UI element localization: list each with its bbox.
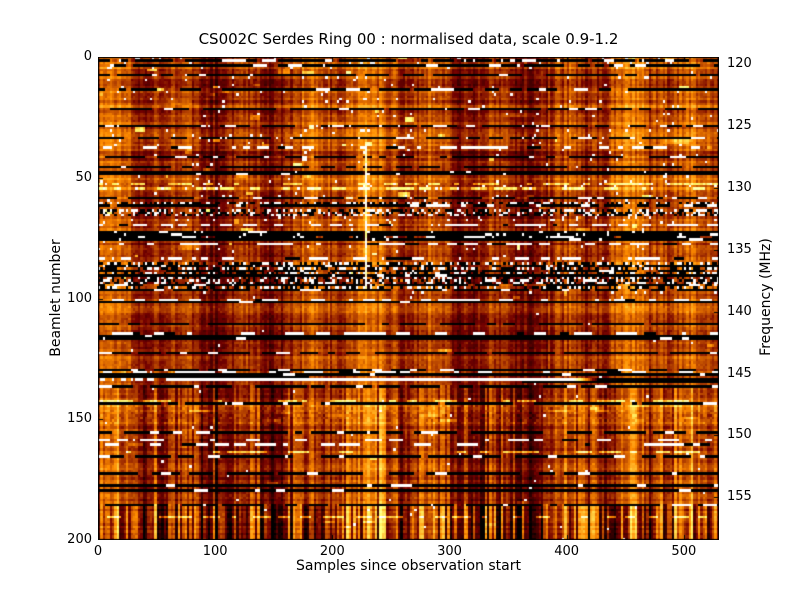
y-left-tick-label: 50 xyxy=(75,169,92,185)
y-left-tick-label: 100 xyxy=(67,290,92,306)
x-axis-label: Samples since observation start xyxy=(296,558,521,574)
heatmap-image xyxy=(98,57,719,540)
x-tick-label: 200 xyxy=(319,544,345,559)
y-axis-left-label: Beamlet number xyxy=(48,239,64,357)
y-right-tick-label: 145 xyxy=(727,365,752,381)
x-tick-label: 0 xyxy=(93,544,103,559)
y-right-tick-label: 125 xyxy=(727,118,752,134)
y-left-tick-label: 150 xyxy=(67,411,92,427)
y-right-tick-label: 140 xyxy=(727,303,752,319)
x-tick-label: 500 xyxy=(671,544,697,559)
y-right-tick-label: 120 xyxy=(727,56,752,72)
x-tick-label: 400 xyxy=(554,544,580,559)
plot-title: CS002C Serdes Ring 00 : normalised data,… xyxy=(198,30,619,48)
y-left-tick-label: 0 xyxy=(83,49,92,64)
x-tick-label: 100 xyxy=(202,544,228,559)
x-tick-label: 300 xyxy=(437,544,462,559)
y-axis-right-label: Frequency (MHz) xyxy=(758,238,774,356)
y-left-tick-label: 200 xyxy=(67,532,92,547)
y-right-tick-label: 135 xyxy=(727,241,752,257)
y-right-tick-label: 155 xyxy=(727,489,752,505)
y-right-tick-label: 150 xyxy=(727,427,752,443)
y-right-tick-label: 130 xyxy=(727,180,752,196)
heatmap-plot-area xyxy=(98,57,719,540)
